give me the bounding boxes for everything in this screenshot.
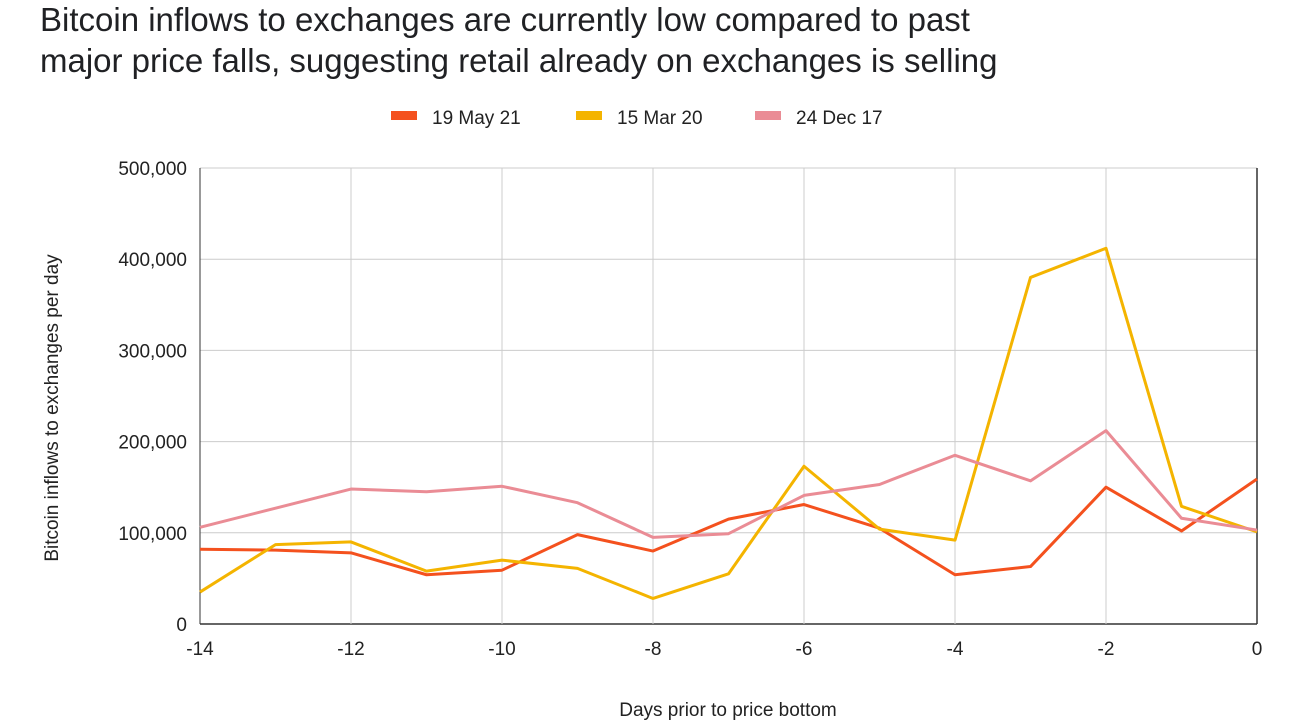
x-tick-label: 0	[1252, 639, 1263, 660]
y-tick-label: 0	[176, 615, 187, 636]
legend-swatch	[576, 111, 602, 120]
grid	[199, 167, 1258, 625]
legend-label: 24 Dec 17	[796, 108, 883, 129]
legend-swatch	[391, 111, 417, 120]
legend-swatch	[755, 111, 781, 120]
x-tick-label: -4	[947, 639, 964, 660]
x-axis-label: Days prior to price bottom	[619, 700, 837, 720]
series-line-1	[199, 246, 1258, 600]
x-tick-label: -12	[337, 639, 364, 660]
x-tick-label: -6	[796, 639, 813, 660]
series-line-0	[199, 477, 1258, 577]
y-tick-label: 400,000	[118, 250, 187, 271]
tick-labels: 0 100,000 200,000 300,000 400,000 500,000 -14 -…	[118, 159, 1262, 660]
chart-title-line-2: major price falls, suggesting retail alr…	[40, 42, 998, 79]
x-tick-label: -10	[488, 639, 515, 660]
legend: 19 May 21 15 Mar 20 24 Dec 17	[391, 108, 883, 129]
series-lines	[199, 246, 1258, 600]
x-tick-label: -2	[1098, 639, 1115, 660]
series-line-2	[199, 429, 1258, 539]
chart-title-line-1: Bitcoin inflows to exchanges are current…	[40, 1, 970, 38]
y-tick-label: 500,000	[118, 159, 187, 180]
legend-label: 19 May 21	[432, 108, 521, 129]
x-tick-label: -8	[645, 639, 662, 660]
x-tick-label: -14	[186, 639, 214, 660]
y-tick-label: 100,000	[118, 524, 187, 545]
y-tick-label: 200,000	[118, 433, 187, 454]
y-tick-label: 300,000	[118, 341, 187, 362]
y-axis-label: Bitcoin inflows to exchanges per day	[42, 254, 63, 562]
legend-label: 15 Mar 20	[617, 108, 703, 129]
